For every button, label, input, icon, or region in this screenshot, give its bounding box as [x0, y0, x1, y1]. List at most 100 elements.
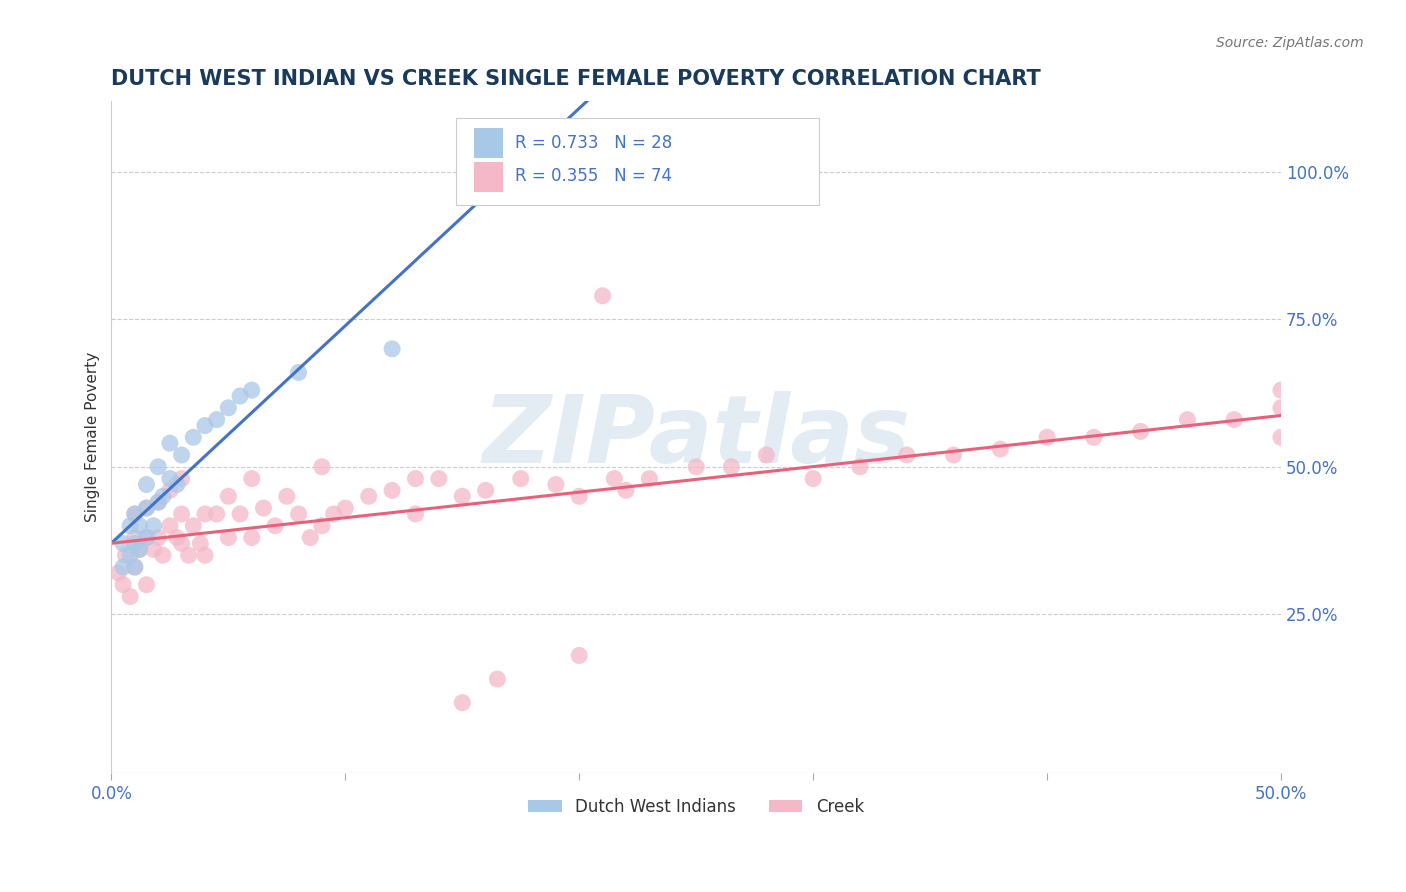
Point [148, 459, 170, 474]
Point [229, 389, 252, 403]
Point [240, 383, 263, 397]
Point [942, 448, 965, 462]
Point [170, 536, 193, 550]
Point [381, 483, 404, 498]
Point [252, 501, 274, 516]
Point [170, 507, 193, 521]
Point [112, 560, 135, 574]
Point [148, 495, 170, 509]
Point [229, 507, 252, 521]
Point [311, 459, 333, 474]
Point [685, 459, 707, 474]
Point [135, 501, 157, 516]
Point [568, 489, 591, 503]
Point [159, 436, 181, 450]
Point [166, 531, 188, 545]
Point [451, 696, 474, 710]
Point [801, 472, 824, 486]
Point [427, 472, 450, 486]
Point [849, 459, 872, 474]
Point [124, 560, 146, 574]
Point [128, 542, 150, 557]
Point [107, 566, 129, 580]
Point [159, 472, 181, 486]
Point [170, 448, 193, 462]
Point [152, 489, 174, 503]
Point [148, 531, 170, 545]
Y-axis label: Single Female Poverty: Single Female Poverty [86, 352, 100, 523]
Point [124, 560, 146, 574]
Point [405, 507, 427, 521]
Point [486, 672, 509, 686]
Point [135, 531, 157, 545]
Point [592, 289, 614, 303]
Point [357, 489, 380, 503]
Point [181, 430, 204, 444]
Point [335, 501, 357, 516]
Text: R = 0.355   N = 74: R = 0.355 N = 74 [515, 168, 672, 186]
Text: DUTCH WEST INDIAN VS CREEK SINGLE FEMALE POVERTY CORRELATION CHART: DUTCH WEST INDIAN VS CREEK SINGLE FEMALE… [111, 69, 1042, 88]
Point [170, 472, 193, 486]
Point [135, 578, 157, 592]
Point [114, 548, 136, 562]
Point [276, 489, 298, 503]
Point [1177, 412, 1199, 426]
Legend: Dutch West Indians, Creek: Dutch West Indians, Creek [522, 791, 870, 822]
Point [217, 401, 239, 415]
Point [205, 412, 228, 426]
Point [311, 518, 333, 533]
Point [124, 507, 146, 521]
Point [217, 489, 239, 503]
Point [112, 536, 135, 550]
Point [152, 548, 174, 562]
Point [128, 518, 150, 533]
Point [1083, 430, 1105, 444]
Point [544, 477, 567, 491]
Point [509, 472, 531, 486]
Point [568, 648, 591, 663]
Point [124, 531, 146, 545]
Point [142, 518, 165, 533]
Point [181, 518, 204, 533]
Point [896, 448, 918, 462]
Point [217, 531, 239, 545]
Point [405, 472, 427, 486]
Point [177, 548, 200, 562]
Point [166, 477, 188, 491]
Point [194, 507, 217, 521]
Point [1223, 412, 1246, 426]
Point [159, 518, 181, 533]
Point [287, 507, 309, 521]
Point [287, 366, 309, 380]
Point [720, 459, 742, 474]
Point [120, 548, 142, 562]
Bar [474, 128, 503, 158]
Point [381, 342, 404, 356]
Point [135, 477, 157, 491]
Point [638, 472, 661, 486]
Point [1036, 430, 1059, 444]
Point [614, 483, 637, 498]
Point [142, 542, 165, 557]
Point [1129, 425, 1152, 439]
Point [194, 418, 217, 433]
Point [603, 472, 626, 486]
Point [128, 542, 150, 557]
Point [322, 507, 344, 521]
Text: Source: ZipAtlas.com: Source: ZipAtlas.com [1216, 36, 1364, 50]
Point [124, 507, 146, 521]
Point [264, 518, 287, 533]
Point [1270, 430, 1292, 444]
Point [120, 518, 142, 533]
Point [194, 548, 217, 562]
Bar [474, 161, 503, 192]
Point [299, 531, 322, 545]
Point [240, 472, 263, 486]
Point [124, 536, 146, 550]
Point [1270, 401, 1292, 415]
Point [188, 536, 211, 550]
Point [474, 483, 496, 498]
Point [205, 507, 228, 521]
Point [755, 448, 778, 462]
Point [1270, 383, 1292, 397]
